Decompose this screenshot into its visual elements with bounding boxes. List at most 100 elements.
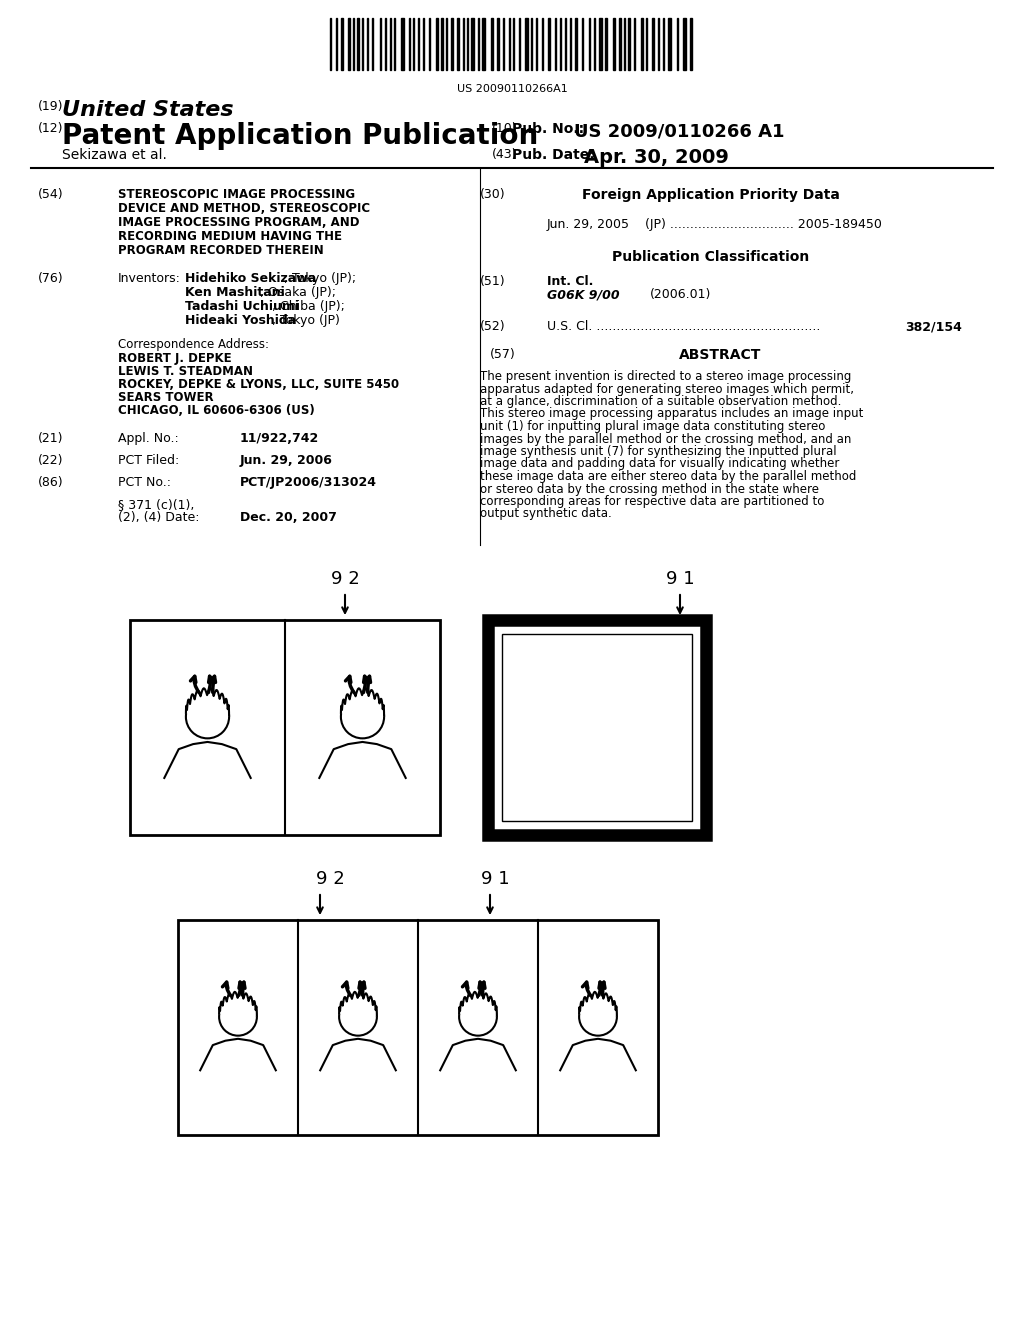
Text: Foreign Application Priority Data: Foreign Application Priority Data bbox=[582, 187, 840, 202]
Bar bbox=[575, 18, 577, 70]
Bar bbox=[618, 18, 621, 70]
Text: Hidehiko Sekizawa: Hidehiko Sekizawa bbox=[185, 272, 316, 285]
Text: Sekizawa et al.: Sekizawa et al. bbox=[62, 148, 167, 162]
Bar bbox=[178, 920, 658, 1135]
Text: CHICAGO, IL 60606-6306 (US): CHICAGO, IL 60606-6306 (US) bbox=[118, 404, 314, 417]
Text: (54): (54) bbox=[38, 187, 63, 201]
Text: , Tokyo (JP);: , Tokyo (JP); bbox=[284, 272, 355, 285]
Bar bbox=[613, 18, 615, 70]
Bar bbox=[641, 18, 643, 70]
Text: IMAGE PROCESSING PROGRAM, AND: IMAGE PROCESSING PROGRAM, AND bbox=[118, 216, 359, 228]
Bar bbox=[451, 18, 453, 70]
Text: or stereo data by the crossing method in the state where: or stereo data by the crossing method in… bbox=[480, 483, 819, 495]
Text: Pub. No.:: Pub. No.: bbox=[512, 121, 584, 136]
Bar bbox=[548, 18, 550, 70]
Text: Correspondence Address:: Correspondence Address: bbox=[118, 338, 269, 351]
Text: ABSTRACT: ABSTRACT bbox=[679, 348, 761, 362]
Text: Int. Cl.: Int. Cl. bbox=[547, 275, 593, 288]
Bar bbox=[471, 18, 474, 70]
Polygon shape bbox=[186, 688, 229, 715]
Text: PCT Filed:: PCT Filed: bbox=[118, 454, 179, 467]
Text: (51): (51) bbox=[480, 275, 506, 288]
Polygon shape bbox=[459, 991, 497, 1016]
Text: Patent Application Publication: Patent Application Publication bbox=[62, 121, 539, 150]
Bar bbox=[488, 620, 706, 836]
Text: unit (1) for inputting plural image data constituting stereo: unit (1) for inputting plural image data… bbox=[480, 420, 825, 433]
Bar bbox=[341, 18, 343, 70]
Text: Appl. No.:: Appl. No.: bbox=[118, 432, 179, 445]
Bar bbox=[628, 18, 630, 70]
Text: 11/922,742: 11/922,742 bbox=[240, 432, 319, 445]
Bar bbox=[605, 18, 607, 70]
Bar bbox=[690, 18, 692, 70]
Text: U.S. Cl. ........................................................: U.S. Cl. ...............................… bbox=[547, 319, 820, 333]
Text: images by the parallel method or the crossing method, and an: images by the parallel method or the cro… bbox=[480, 433, 851, 446]
Bar bbox=[490, 18, 493, 70]
Text: Pub. Date:: Pub. Date: bbox=[512, 148, 595, 162]
Text: (30): (30) bbox=[480, 187, 506, 201]
Text: The present invention is directed to a stereo image processing: The present invention is directed to a s… bbox=[480, 370, 851, 383]
Bar bbox=[130, 620, 440, 836]
Text: image data and padding data for visually indicating whether: image data and padding data for visually… bbox=[480, 458, 840, 470]
Text: Jun. 29, 2006: Jun. 29, 2006 bbox=[240, 454, 333, 467]
Text: Ken Mashitani: Ken Mashitani bbox=[185, 286, 285, 300]
Text: US 2009/0110266 A1: US 2009/0110266 A1 bbox=[574, 121, 784, 140]
Text: (21): (21) bbox=[38, 432, 63, 445]
Polygon shape bbox=[219, 991, 257, 1016]
Bar bbox=[668, 18, 671, 70]
Text: , Chiba (JP);: , Chiba (JP); bbox=[272, 300, 345, 313]
Bar bbox=[436, 18, 438, 70]
Text: (86): (86) bbox=[38, 477, 63, 488]
Bar bbox=[348, 18, 350, 70]
Bar bbox=[357, 18, 359, 70]
Text: Tadashi Uchiumi: Tadashi Uchiumi bbox=[185, 300, 299, 313]
Text: Publication Classification: Publication Classification bbox=[612, 249, 809, 264]
Text: STEREOSCOPIC IMAGE PROCESSING: STEREOSCOPIC IMAGE PROCESSING bbox=[118, 187, 355, 201]
Text: at a glance, discrimination of a suitable observation method.: at a glance, discrimination of a suitabl… bbox=[480, 395, 842, 408]
Text: these image data are either stereo data by the parallel method: these image data are either stereo data … bbox=[480, 470, 856, 483]
Text: Inventors:: Inventors: bbox=[118, 272, 181, 285]
Text: ROBERT J. DEPKE: ROBERT J. DEPKE bbox=[118, 352, 231, 366]
Text: LEWIS T. STEADMAN: LEWIS T. STEADMAN bbox=[118, 366, 253, 378]
Text: G06K 9/00: G06K 9/00 bbox=[547, 288, 620, 301]
Polygon shape bbox=[339, 991, 377, 1016]
Bar bbox=[502, 634, 692, 821]
Text: US 20090110266A1: US 20090110266A1 bbox=[457, 84, 567, 94]
Bar bbox=[401, 18, 404, 70]
Text: (76): (76) bbox=[38, 272, 63, 285]
Text: 9 1: 9 1 bbox=[480, 870, 509, 888]
Text: (19): (19) bbox=[38, 100, 63, 114]
Text: DEVICE AND METHOD, STEREOSCOPIC: DEVICE AND METHOD, STEREOSCOPIC bbox=[118, 202, 370, 215]
Text: (43): (43) bbox=[492, 148, 517, 161]
Text: Apr. 30, 2009: Apr. 30, 2009 bbox=[584, 148, 729, 168]
Text: PROGRAM RECORDED THEREIN: PROGRAM RECORDED THEREIN bbox=[118, 244, 324, 257]
Text: United States: United States bbox=[62, 100, 233, 120]
Text: (22): (22) bbox=[38, 454, 63, 467]
Text: (52): (52) bbox=[480, 319, 506, 333]
Polygon shape bbox=[580, 991, 616, 1016]
Bar bbox=[652, 18, 654, 70]
Text: (10): (10) bbox=[492, 121, 517, 135]
Bar bbox=[525, 18, 528, 70]
Text: § 371 (c)(1),: § 371 (c)(1), bbox=[118, 498, 195, 511]
Text: 9 1: 9 1 bbox=[666, 570, 694, 587]
Text: RECORDING MEDIUM HAVING THE: RECORDING MEDIUM HAVING THE bbox=[118, 230, 342, 243]
Text: SEARS TOWER: SEARS TOWER bbox=[118, 391, 214, 404]
Text: , Osaka (JP);: , Osaka (JP); bbox=[260, 286, 337, 300]
Text: Hideaki Yoshida: Hideaki Yoshida bbox=[185, 314, 296, 327]
Bar bbox=[683, 18, 686, 70]
Bar bbox=[457, 18, 459, 70]
Text: Jun. 29, 2005    (JP) ............................... 2005-189450: Jun. 29, 2005 (JP) .....................… bbox=[547, 218, 883, 231]
Text: 9 2: 9 2 bbox=[331, 570, 359, 587]
Text: apparatus adapted for generating stereo images which permit,: apparatus adapted for generating stereo … bbox=[480, 383, 854, 396]
Text: PCT No.:: PCT No.: bbox=[118, 477, 171, 488]
Text: output synthetic data.: output synthetic data. bbox=[480, 507, 611, 520]
Text: PCT/JP2006/313024: PCT/JP2006/313024 bbox=[240, 477, 377, 488]
Bar bbox=[497, 18, 499, 70]
Text: (2006.01): (2006.01) bbox=[650, 288, 712, 301]
Text: 382/154: 382/154 bbox=[905, 319, 962, 333]
Bar bbox=[482, 18, 485, 70]
Text: (57): (57) bbox=[490, 348, 516, 360]
Text: Dec. 20, 2007: Dec. 20, 2007 bbox=[240, 511, 337, 524]
Text: 9 2: 9 2 bbox=[315, 870, 344, 888]
